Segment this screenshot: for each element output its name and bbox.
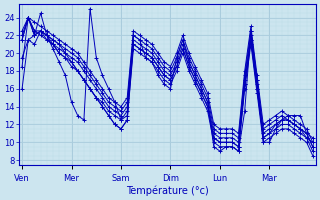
X-axis label: Température (°c): Température (°c) — [126, 185, 209, 196]
